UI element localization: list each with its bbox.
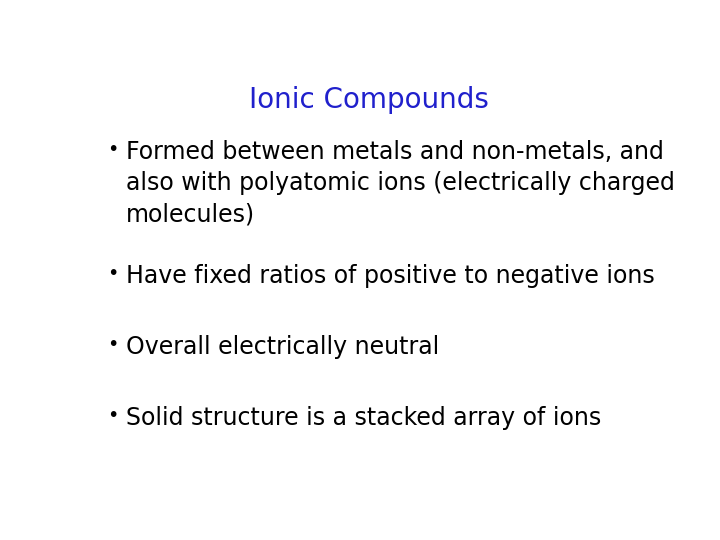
Text: Ionic Compounds: Ionic Compounds: [249, 85, 489, 113]
Text: Have fixed ratios of positive to negative ions: Have fixed ratios of positive to negativ…: [126, 265, 655, 288]
Text: Formed between metals and non-metals, and
also with polyatomic ions (electricall: Formed between metals and non-metals, an…: [126, 140, 675, 227]
Text: •: •: [107, 265, 118, 284]
Text: •: •: [107, 140, 118, 159]
Text: Overall electrically neutral: Overall electrically neutral: [126, 335, 439, 359]
Text: •: •: [107, 335, 118, 354]
Text: Solid structure is a stacked array of ions: Solid structure is a stacked array of io…: [126, 406, 601, 430]
Text: •: •: [107, 406, 118, 425]
